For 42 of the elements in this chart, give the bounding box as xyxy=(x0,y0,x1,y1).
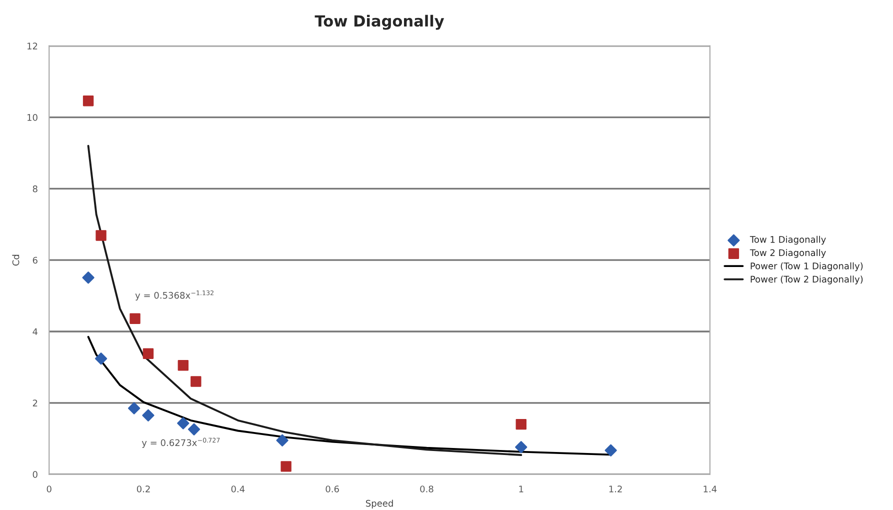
x-tick-label: 0.4 xyxy=(231,486,245,492)
y-axis-title: Cd xyxy=(12,254,20,266)
point xyxy=(515,441,528,454)
point xyxy=(142,409,154,422)
point xyxy=(142,348,154,359)
legend-label: Power (Tow 1 Diagonally) xyxy=(750,262,863,272)
legend-label: Power (Tow 2 Diagonally) xyxy=(750,276,863,284)
legend-label: Tow 2 Diagonally xyxy=(750,249,826,258)
y-tick-label: 8 xyxy=(32,185,38,192)
y-tick-label: 12 xyxy=(28,42,38,50)
x-tick-label: 0.8 xyxy=(420,486,434,492)
x-tick-label: 0.6 xyxy=(326,486,339,492)
point xyxy=(128,402,140,414)
point xyxy=(94,352,108,365)
point xyxy=(82,272,94,284)
chart-title: Tow Diagonally xyxy=(314,14,444,30)
y-tick-label: 0 xyxy=(32,471,38,478)
x-tick-label: 0.2 xyxy=(136,486,150,492)
point xyxy=(82,96,94,106)
legend-label: Tow 1 Diagonally xyxy=(750,236,826,245)
point xyxy=(604,444,617,456)
line-series xyxy=(87,144,522,456)
x-tick-label: 1.4 xyxy=(704,486,717,492)
point xyxy=(177,417,190,430)
y-tick-label: 10 xyxy=(28,114,38,121)
point xyxy=(178,360,189,371)
y-tick-label: 4 xyxy=(32,328,38,335)
x-tick-label: 1 xyxy=(519,486,524,492)
point xyxy=(190,376,202,387)
annotation: y = 0.5368x$^{−1.132}$ xyxy=(135,290,214,300)
point xyxy=(96,230,106,241)
y-tick-label: 2 xyxy=(32,400,38,406)
point xyxy=(516,418,526,430)
annotation: y = 0.6273x$^{−0.727}$ xyxy=(142,438,220,448)
point xyxy=(188,423,200,436)
point xyxy=(280,461,292,472)
x-axis-title: Speed xyxy=(366,500,393,508)
x-tick-label: 1.2 xyxy=(609,486,622,492)
point xyxy=(130,313,140,324)
y-tick-label: 6 xyxy=(32,256,38,264)
point xyxy=(276,434,288,446)
x-tick-label: 0 xyxy=(46,486,52,492)
